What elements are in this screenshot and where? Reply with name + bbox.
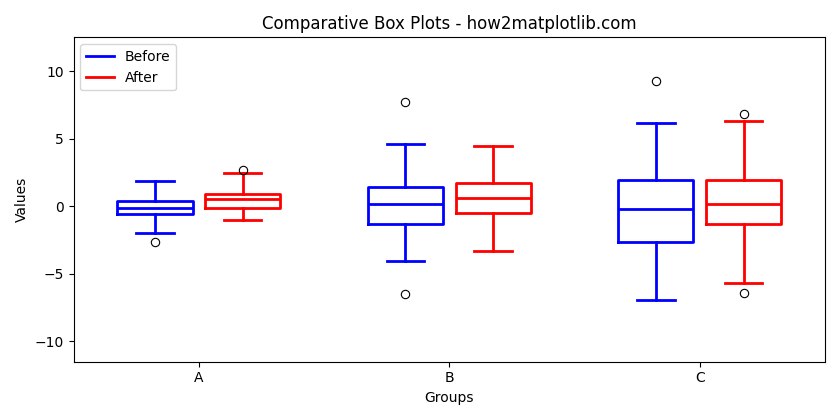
Y-axis label: Values: Values [15,177,29,222]
Legend: Before, After: Before, After [81,44,176,90]
Title: Comparative Box Plots - how2matplotlib.com: Comparative Box Plots - how2matplotlib.c… [262,15,637,33]
X-axis label: Groups: Groups [424,391,474,405]
